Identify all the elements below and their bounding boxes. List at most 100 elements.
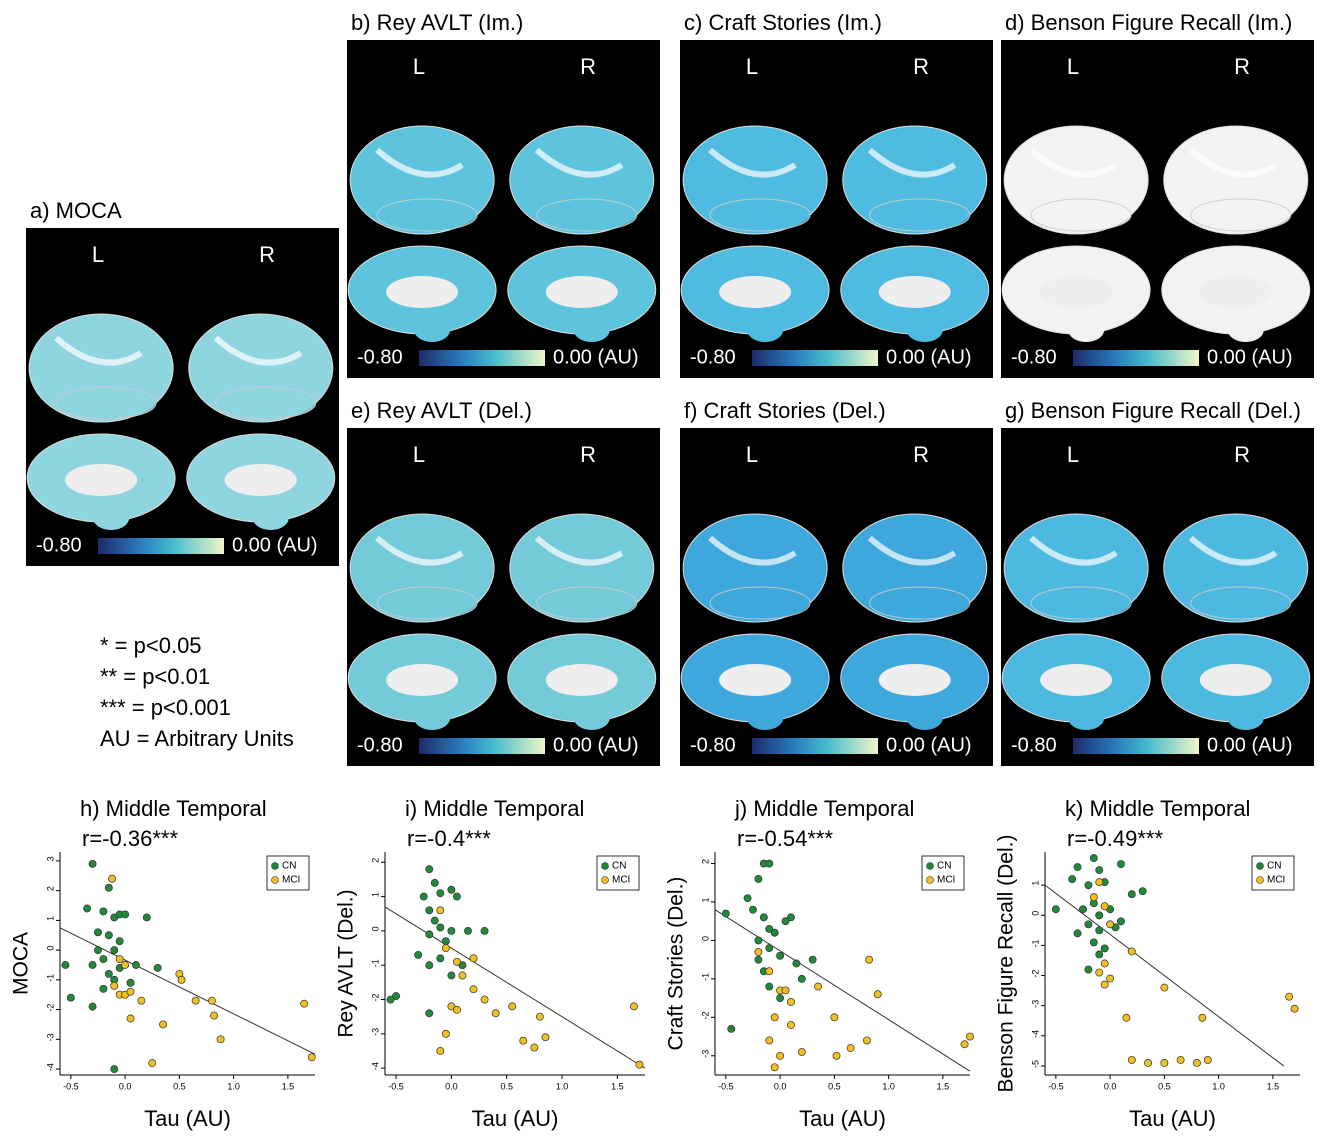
data-point [94,929,101,936]
y-tick-label: -2 [45,1004,55,1012]
data-point [760,914,767,921]
data-point [159,1021,166,1028]
brain-stem [1068,318,1104,342]
data-point [1161,1059,1168,1066]
hemisphere-label: R [580,442,596,467]
brain-temporal [710,587,810,619]
brain-corpus [719,664,791,696]
panel-title: e) Rey AVLT (Del.) [351,398,532,423]
legend-marker [927,877,934,884]
data-point [105,932,112,939]
chart-title: j) Middle Temporal [734,796,914,821]
y-tick-label: 0 [700,936,710,941]
annotation: r=-0.36*** [82,826,178,851]
data-point [1139,888,1146,895]
x-tick-label: 1.5 [1267,1081,1280,1091]
legend-label: CN [282,861,296,872]
data-point [127,979,134,986]
data-point [966,1033,973,1040]
data-point [448,886,455,893]
legend-label: MCI [612,875,630,886]
data-point [787,914,794,921]
brain-stem [1068,706,1104,730]
colorbar-min: -0.80 [357,734,403,756]
brain-temporal [537,199,637,231]
data-point [217,1036,224,1043]
data-point [755,956,762,963]
legend-label: CN [1267,861,1281,872]
data-point [84,905,91,912]
y-tick-label: 2 [45,886,55,891]
data-point [426,907,433,914]
data-point [766,945,773,952]
data-point [143,914,150,921]
data-point [192,997,199,1004]
x-axis-label: Tau (AU) [144,1106,231,1131]
data-point [111,982,118,989]
data-point [437,955,444,962]
data-point [777,1052,784,1059]
y-tick-label: 0 [45,946,55,951]
data-point [116,938,123,945]
x-tick-label: 1.5 [282,1081,295,1091]
data-point [1117,860,1124,867]
x-tick-label: 0.0 [774,1081,787,1091]
data-point [542,1034,549,1041]
data-point [437,907,444,914]
data-point [108,875,115,882]
data-point [814,983,821,990]
data-point [771,1064,778,1071]
chart-title: i) Middle Temporal [405,796,584,821]
brain-corpus [386,276,458,308]
brain-stem [414,318,450,342]
data-point [1079,906,1086,913]
brain-temporal [710,199,810,231]
y-tick-label: -2 [1030,970,1040,978]
x-tick-label: -0.5 [718,1081,734,1091]
data-point [100,908,107,915]
brain-corpus [719,276,791,308]
data-point [453,958,460,965]
colorbar-min: -0.80 [1011,346,1057,368]
data-point [782,987,789,994]
legend-marker [272,877,279,884]
brain-corpus [879,276,951,308]
data-point [1128,948,1135,955]
data-point [766,1037,773,1044]
data-point [1096,951,1103,958]
data-point [1096,969,1103,976]
y-tick-label: -4 [370,1062,380,1070]
data-point [481,927,488,934]
data-point [426,962,433,969]
data-point [178,976,185,983]
brain-corpus [546,276,618,308]
data-point [961,1041,968,1048]
brain-stem [1228,706,1264,730]
figure: a) MOCALR-0.800.00 (AU)b) Rey AVLT (Im.)… [0,0,1326,1134]
data-point [1096,912,1103,919]
data-point [426,866,433,873]
colorbar-max: 0.00 (AU) [886,346,972,368]
data-point [509,1003,516,1010]
data-point [453,893,460,900]
data-point [766,860,773,867]
data-point [122,911,129,918]
panel-title: a) MOCA [30,198,122,223]
brain-corpus [225,464,297,496]
data-point [755,937,762,944]
data-point [100,985,107,992]
data-point [116,955,123,962]
data-point [1193,1059,1200,1066]
colorbar [1073,738,1199,754]
data-point [766,983,773,990]
colorbar [752,350,878,366]
annotation: r=-0.4*** [407,826,491,851]
y-tick-label: -2 [370,994,380,1002]
brain-temporal [377,199,477,231]
note: *** = p<0.001 [100,695,231,720]
legend-label: MCI [282,875,300,886]
data-point [863,1037,870,1044]
data-point [771,929,778,936]
data-point [771,1014,778,1021]
data-point [132,961,139,968]
